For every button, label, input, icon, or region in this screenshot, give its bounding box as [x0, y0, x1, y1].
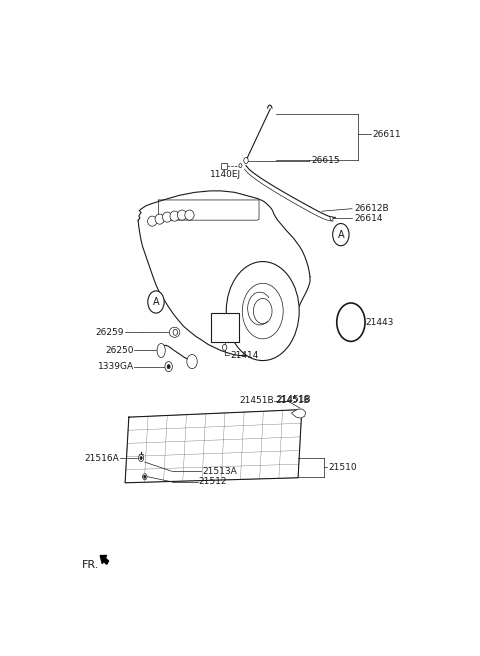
Text: 26612B: 26612B [354, 204, 388, 213]
Ellipse shape [169, 327, 180, 337]
Text: 21512: 21512 [199, 478, 227, 486]
Text: A: A [337, 230, 344, 239]
Circle shape [253, 298, 272, 323]
Ellipse shape [155, 214, 164, 224]
Text: 26615: 26615 [311, 156, 340, 165]
Text: 21451B: 21451B [240, 396, 274, 405]
Circle shape [226, 262, 299, 361]
Circle shape [244, 157, 248, 163]
Text: 26250: 26250 [105, 346, 133, 355]
Circle shape [143, 474, 147, 480]
Circle shape [330, 216, 333, 220]
Circle shape [144, 475, 146, 478]
Circle shape [187, 354, 197, 369]
Text: 21513A: 21513A [203, 466, 237, 476]
Ellipse shape [157, 343, 165, 358]
Circle shape [148, 291, 164, 313]
FancyArrow shape [100, 556, 108, 564]
Text: 26611: 26611 [372, 130, 401, 139]
Text: FR.: FR. [82, 560, 99, 569]
Circle shape [139, 455, 144, 462]
Ellipse shape [170, 211, 179, 221]
Ellipse shape [163, 212, 172, 222]
Text: 1339GA: 1339GA [97, 362, 133, 371]
Circle shape [222, 344, 227, 350]
Text: 26259: 26259 [96, 328, 124, 337]
Text: 21451B: 21451B [276, 395, 311, 404]
Bar [221, 163, 227, 169]
Circle shape [173, 329, 178, 335]
Circle shape [140, 457, 142, 460]
Ellipse shape [185, 210, 194, 220]
Text: 21510: 21510 [329, 462, 357, 472]
Text: 26614: 26614 [354, 214, 383, 223]
Circle shape [337, 303, 365, 341]
Text: 21451B: 21451B [276, 396, 311, 405]
Text: 1140EJ: 1140EJ [210, 170, 241, 179]
Circle shape [242, 283, 283, 339]
Ellipse shape [148, 216, 157, 226]
Text: 21443: 21443 [365, 318, 394, 327]
Polygon shape [291, 409, 305, 418]
FancyBboxPatch shape [211, 313, 239, 342]
Circle shape [165, 361, 172, 372]
Text: A: A [153, 297, 159, 307]
Text: 21414: 21414 [230, 350, 259, 359]
Circle shape [239, 163, 242, 168]
Circle shape [167, 365, 170, 369]
Circle shape [333, 224, 349, 246]
Text: 21516A: 21516A [84, 453, 119, 462]
Ellipse shape [178, 210, 187, 220]
